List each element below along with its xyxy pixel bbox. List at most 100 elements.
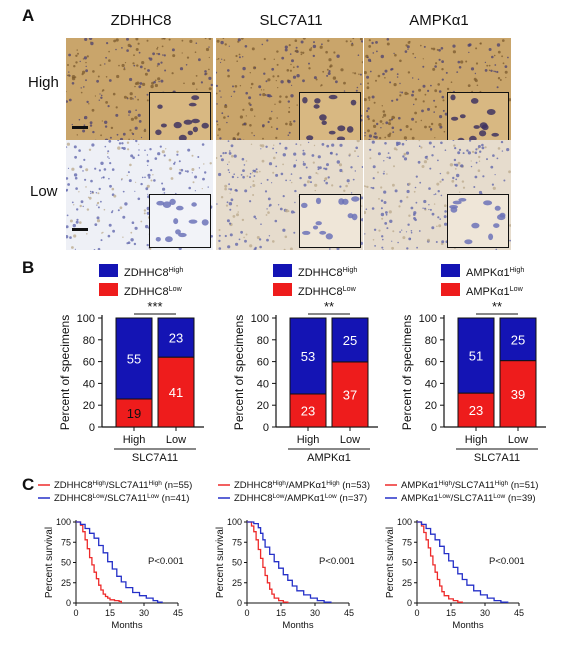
tissue-nucleus [216, 58, 218, 60]
tissue-nucleus [260, 182, 262, 185]
tissue-nucleus [427, 107, 430, 111]
tissue-nucleus [148, 176, 151, 179]
tissue-nucleus [105, 56, 107, 59]
tissue-nucleus [208, 76, 212, 80]
tissue-nucleus [506, 148, 510, 152]
tissue-nucleus [71, 75, 76, 79]
tissue-nucleus [373, 135, 376, 138]
tissue-nucleus [282, 153, 286, 157]
tissue-nucleus [509, 224, 511, 227]
tissue-nucleus [176, 153, 179, 156]
tissue-nucleus [289, 120, 292, 123]
cell-nucleus [325, 233, 333, 240]
tissue-nucleus [479, 150, 482, 153]
tissue-nucleus [460, 164, 464, 168]
tissue-nucleus [336, 54, 340, 58]
y-tick-label: 80 [83, 335, 95, 347]
tissue-nucleus [224, 187, 227, 191]
tissue-nucleus [229, 150, 231, 152]
tissue-nucleus [112, 92, 116, 96]
cell-nucleus [315, 221, 322, 226]
tissue-nucleus [295, 46, 298, 49]
tissue-nucleus [341, 171, 344, 173]
tissue-nucleus [146, 243, 149, 247]
tissue-nucleus [132, 98, 134, 100]
bar-count-low: 41 [169, 385, 183, 400]
tissue-nucleus [288, 107, 290, 109]
survival-curve-high [417, 521, 463, 603]
tissue-nucleus [128, 110, 132, 114]
magnified-inset [299, 194, 361, 248]
tissue-nucleus [382, 116, 384, 118]
tissue-nucleus [491, 55, 494, 59]
tissue-nucleus [326, 163, 329, 167]
tissue-nucleus [122, 215, 126, 219]
tissue-nucleus [230, 198, 234, 202]
cell-nucleus [191, 95, 200, 101]
tissue-nucleus [241, 75, 245, 79]
tissue-nucleus [218, 247, 222, 250]
tissue-nucleus [262, 124, 265, 127]
tissue-nucleus [173, 162, 176, 165]
tissue-nucleus [127, 171, 130, 174]
tissue-nucleus [229, 192, 231, 194]
bar-count-low: 37 [343, 387, 357, 402]
tissue-nucleus [413, 213, 416, 216]
tissue-nucleus [153, 179, 156, 182]
tissue-nucleus [275, 151, 278, 154]
tissue-nucleus [288, 110, 291, 114]
tissue-nucleus [224, 104, 228, 109]
tissue-nucleus [181, 39, 184, 42]
tissue-nucleus [320, 84, 323, 87]
tissue-nucleus [217, 124, 219, 126]
tissue-nucleus [266, 238, 269, 242]
tissue-nucleus [391, 115, 395, 120]
tissue-nucleus [235, 54, 238, 58]
tissue-nucleus [291, 84, 293, 86]
y-tick-label: 0 [89, 422, 95, 434]
cell-nucleus [165, 236, 173, 243]
tissue-nucleus [97, 247, 101, 250]
cell-nucleus [301, 202, 308, 208]
tissue-nucleus [259, 93, 262, 96]
tissue-nucleus [361, 61, 363, 64]
tissue-nucleus [116, 74, 120, 79]
tissue-nucleus [161, 182, 164, 185]
tissue-nucleus [357, 54, 360, 56]
cell-nucleus [201, 219, 209, 226]
tissue-nucleus [431, 154, 434, 157]
tissue-nucleus [373, 124, 377, 128]
tissue-nucleus [128, 138, 130, 141]
tissue-nucleus [313, 76, 317, 80]
ihc-tile-low-zdhhc8 [66, 140, 213, 250]
tissue-nucleus [372, 186, 375, 190]
tissue-nucleus [370, 186, 373, 189]
tissue-nucleus [249, 244, 253, 248]
tissue-nucleus [68, 98, 72, 102]
cell-nucleus [346, 126, 354, 133]
tissue-nucleus [395, 141, 399, 145]
tissue-nucleus [327, 72, 331, 75]
tissue-nucleus [340, 68, 344, 72]
tissue-nucleus [146, 99, 149, 102]
tissue-nucleus [399, 231, 401, 233]
tissue-nucleus [393, 165, 395, 168]
tissue-nucleus [302, 38, 306, 40]
tissue-nucleus [232, 215, 236, 218]
magnified-inset [447, 194, 509, 248]
tissue-nucleus [250, 87, 252, 89]
tissue-nucleus [452, 50, 456, 54]
tissue-nucleus [440, 194, 443, 197]
tissue-nucleus [433, 111, 435, 113]
tissue-nucleus [66, 225, 69, 229]
survival-curve-low [417, 521, 509, 603]
tissue-nucleus [355, 146, 358, 150]
survival-curve-low [76, 521, 163, 603]
tissue-nucleus [149, 57, 153, 61]
tissue-nucleus [229, 233, 233, 237]
cell-nucleus [351, 196, 360, 202]
tissue-nucleus [422, 207, 424, 209]
group-label: AMPKα1 [307, 452, 351, 464]
tissue-nucleus [295, 143, 298, 145]
tissue-nucleus [228, 152, 232, 155]
